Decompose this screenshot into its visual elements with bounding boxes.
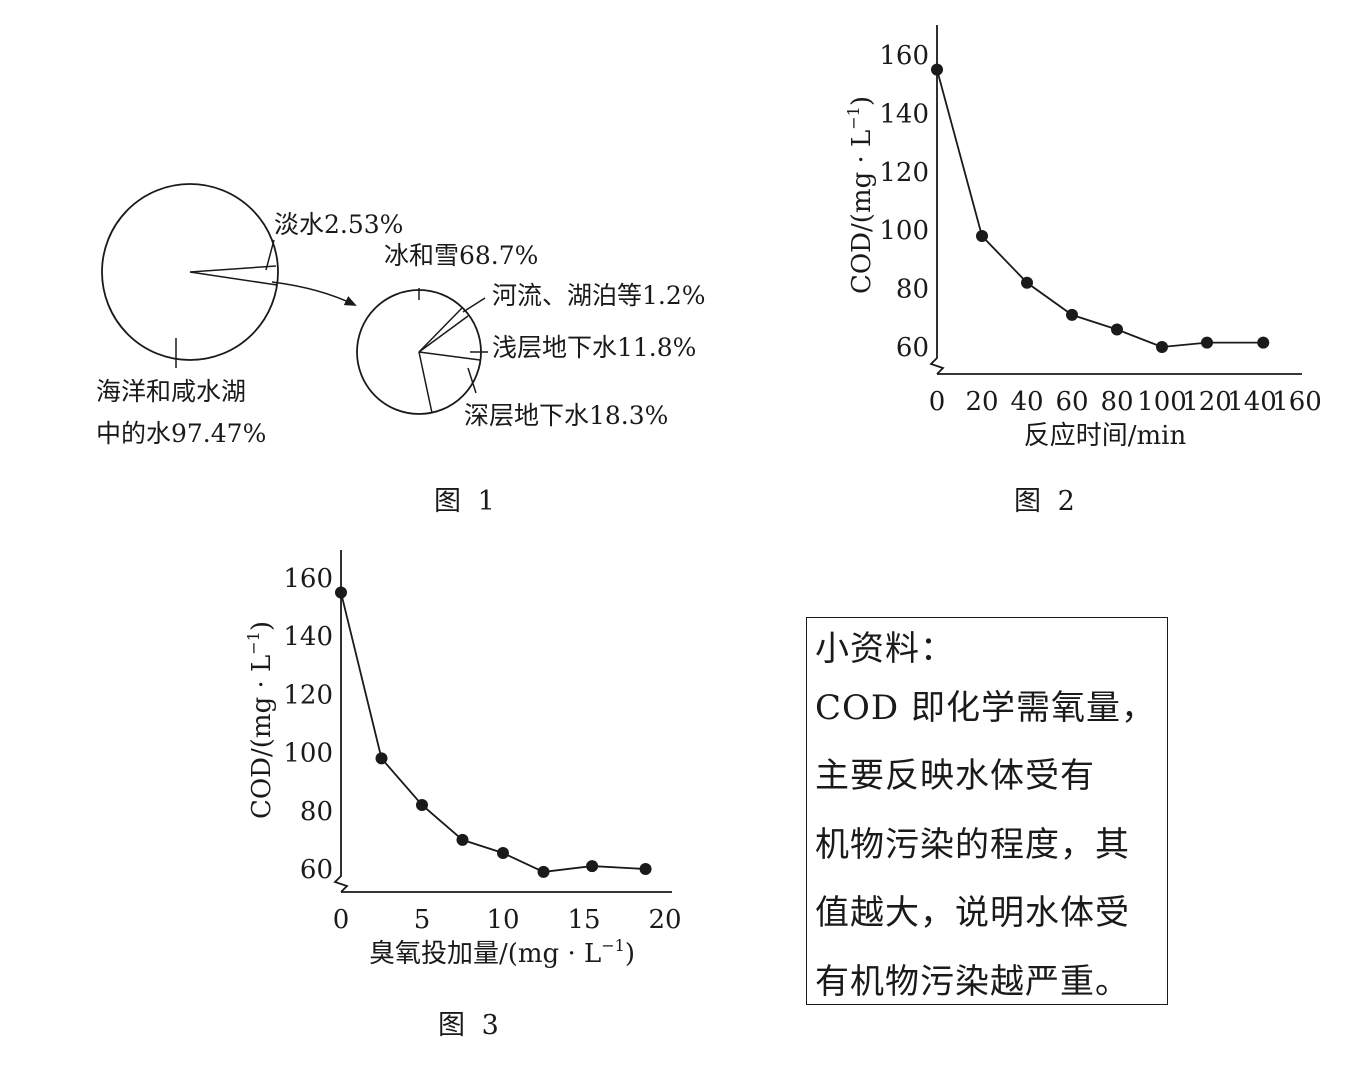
note-line: 主要反映水体受有: [815, 756, 1095, 797]
caption-figure-3: 图 3: [438, 1010, 503, 1041]
x-tick-label: 100: [1137, 387, 1187, 417]
x-tick-label: 15: [567, 905, 600, 935]
y-tick-label: 60: [300, 855, 333, 885]
y-axis-label-main: COD/(mg · L: [847, 130, 877, 294]
y-axis-label: COD/(mg · L−1): [844, 96, 877, 294]
x-tick-label: 20: [965, 387, 998, 417]
y-axis-label: COD/(mg · L−1): [244, 621, 277, 819]
y-tick-label: 140: [283, 622, 333, 652]
caption-figure-1: 图 1: [434, 486, 499, 517]
y-tick-label: 120: [283, 680, 333, 710]
series-line: [936, 69, 1264, 348]
data-point: [1257, 336, 1270, 349]
note-line: 机物污染的程度，其: [815, 824, 1130, 865]
note-title: 小资料：: [815, 629, 955, 669]
data-point: [335, 586, 347, 599]
pie-detail-divider-4: [418, 351, 433, 414]
label-freshwater: 淡水2.53%: [274, 210, 403, 239]
y-axis-label-close: ): [247, 621, 277, 631]
note-line: 值越大，说明水体受: [815, 893, 1130, 934]
series-line: [340, 592, 646, 873]
data-point: [1111, 323, 1123, 336]
data-point: [586, 860, 599, 873]
y-tick-label: 60: [896, 333, 929, 363]
data-point: [1021, 276, 1033, 289]
y-tick-label: 120: [879, 158, 929, 188]
pie-main-outline: [101, 183, 279, 361]
y-axis-label-sup: −1: [244, 631, 263, 655]
x-tick-label: 120: [1182, 387, 1232, 417]
y-tick-label: 160: [879, 41, 929, 71]
label-saltwater-line2: 中的水97.47%: [96, 419, 266, 448]
leader-rivers: [462, 297, 486, 313]
pie-detail-divider-3: [418, 351, 481, 361]
y-tick-label: 80: [300, 797, 333, 827]
y-axis: [929, 25, 945, 375]
y-tick-label: 100: [879, 216, 929, 246]
caption-figure-2: 图 2: [1014, 486, 1079, 517]
x-axis-label: 臭氧投加量/(mg · L−1): [369, 936, 635, 969]
data-point: [456, 833, 469, 846]
data-points: [931, 63, 1270, 353]
data-point: [1066, 308, 1078, 321]
fresh-water-arrow: [271, 281, 357, 306]
data-points: [335, 586, 652, 878]
data-point: [416, 798, 428, 811]
x-tick-label: 20: [648, 905, 681, 935]
y-tick-label: 160: [283, 564, 333, 594]
y-tick-label: 80: [896, 275, 929, 305]
data-point: [1201, 336, 1213, 349]
y-axis-label-close: ): [847, 96, 877, 106]
label-ice-snow: 冰和雪68.7%: [384, 241, 538, 270]
label-deep-groundwater: 深层地下水18.3%: [464, 401, 668, 430]
pie-detail-divider-1: [418, 307, 463, 353]
data-point: [1156, 341, 1168, 353]
leader-freshwater: [265, 239, 275, 271]
x-axis-label-main: 臭氧投加量/(mg · L: [369, 939, 601, 969]
pie-detail-divider-2: [418, 315, 469, 353]
leader-deep: [467, 367, 477, 394]
y-axis-label-sup: −1: [844, 106, 863, 130]
x-axis-label-sup: −1: [601, 936, 625, 955]
note-line: 有机物污染越严重。: [815, 961, 1130, 1002]
x-axis-label-close: ): [625, 939, 635, 969]
x-tick-label: 40: [1010, 387, 1043, 417]
data-point: [497, 846, 509, 859]
y-axis: [333, 550, 349, 893]
x-tick-label: 140: [1227, 387, 1277, 417]
label-shallow-groundwater: 浅层地下水11.8%: [492, 333, 696, 362]
x-axis-label: 反应时间/min: [1024, 421, 1187, 451]
data-point: [537, 865, 550, 878]
data-point: [976, 230, 988, 243]
info-note-box: 小资料： COD 即化学需氧量， 主要反映水体受有 机物污染的程度，其 值越大，…: [806, 617, 1168, 1005]
label-rivers-lakes: 河流、湖泊等1.2%: [492, 281, 706, 310]
note-line: COD 即化学需氧量，: [815, 688, 1156, 728]
pie-main-divider-1: [189, 265, 277, 273]
x-tick-label: 0: [929, 387, 946, 417]
y-tick-labels: 60 80 100 120 140 160: [879, 41, 929, 363]
y-axis-label-main: COD/(mg · L: [247, 655, 277, 819]
x-tick-label: 160: [1272, 387, 1322, 417]
y-tick-label: 140: [879, 99, 929, 129]
label-saltwater-line1: 海洋和咸水湖: [96, 377, 246, 406]
y-tick-label: 100: [283, 739, 333, 769]
data-point: [931, 63, 943, 76]
pie-main-divider-2: [189, 271, 278, 286]
data-point: [639, 863, 652, 875]
figure-1: 海洋和咸水湖 中的水97.47% 淡水2.53% 冰和雪68.7% 河流、湖泊等…: [96, 183, 706, 517]
data-point: [375, 752, 388, 765]
y-tick-labels: 60 80 100 120 140 160: [283, 564, 333, 885]
x-tick-label: 60: [1055, 387, 1088, 417]
x-tick-label: 0: [333, 905, 350, 935]
x-tick-label: 80: [1100, 387, 1133, 417]
x-tick-label: 10: [486, 905, 519, 935]
x-tick-labels: 0 5 10 15 20: [333, 905, 682, 935]
x-tick-label: 5: [414, 905, 431, 935]
